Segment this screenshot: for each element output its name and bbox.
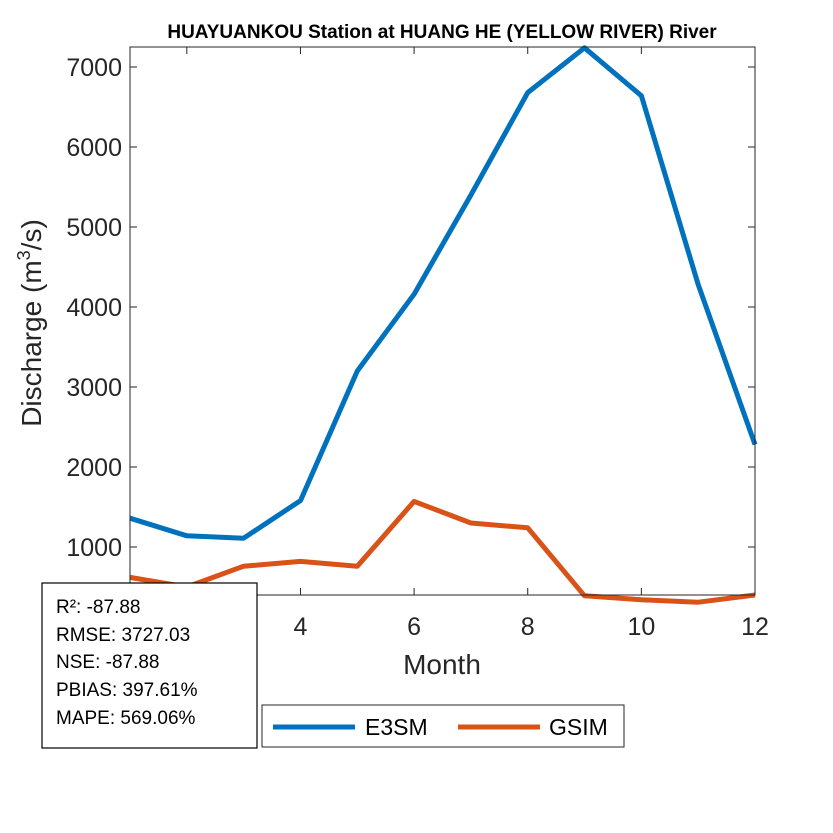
stat-rmse: RMSE: 3727.03 (56, 625, 190, 646)
legend-label-gsim: GSIM (549, 714, 608, 740)
chart-title: HUAYUANKOU Station at HUANG HE (YELLOW R… (167, 22, 717, 43)
series-lines (129, 45, 758, 605)
plot-frame (129, 46, 756, 596)
y-tick-label: 4000 (66, 294, 122, 322)
y-tick-label: 2000 (66, 454, 122, 482)
y-tick-label: 5000 (66, 214, 122, 242)
x-axis-label: Month (403, 649, 481, 680)
series-line-e3sm (129, 45, 758, 541)
x-tick-label: 8 (521, 613, 535, 641)
y-tick-label: 1000 (66, 534, 122, 562)
legend-label-e3sm: E3SM (365, 714, 428, 740)
x-tick-label: 6 (407, 613, 421, 641)
y-tick-label: 7000 (66, 54, 122, 82)
y-axis-label-superscript: 3 (14, 250, 34, 260)
series-line-gsim (129, 498, 756, 605)
y-axis-label-end: /s) (16, 219, 47, 250)
x-tick-label: 4 (294, 613, 308, 641)
x-tick-label: 10 (627, 613, 655, 641)
ticks-layer: 100020003000400050006000700024681012 (66, 47, 769, 641)
y-axis-label: Discharge (m3/s) (14, 219, 47, 427)
stat-nse: NSE: -87.88 (56, 652, 160, 673)
y-axis-label-main: Discharge (m (16, 260, 47, 426)
stat-mape: MAPE: 569.06% (56, 708, 196, 729)
y-tick-label: 6000 (66, 134, 122, 162)
x-tick-label: 12 (741, 613, 769, 641)
stat-pbias: PBIAS: 397.61% (56, 680, 198, 701)
stats-box: R²: -87.88 RMSE: 3727.03 NSE: -87.88 PBI… (41, 582, 258, 749)
y-tick-label: 3000 (66, 374, 122, 402)
stat-r2: R²: -87.88 (56, 597, 140, 618)
stats-box-frame (41, 582, 258, 749)
legend: E3SM GSIM (261, 704, 625, 748)
